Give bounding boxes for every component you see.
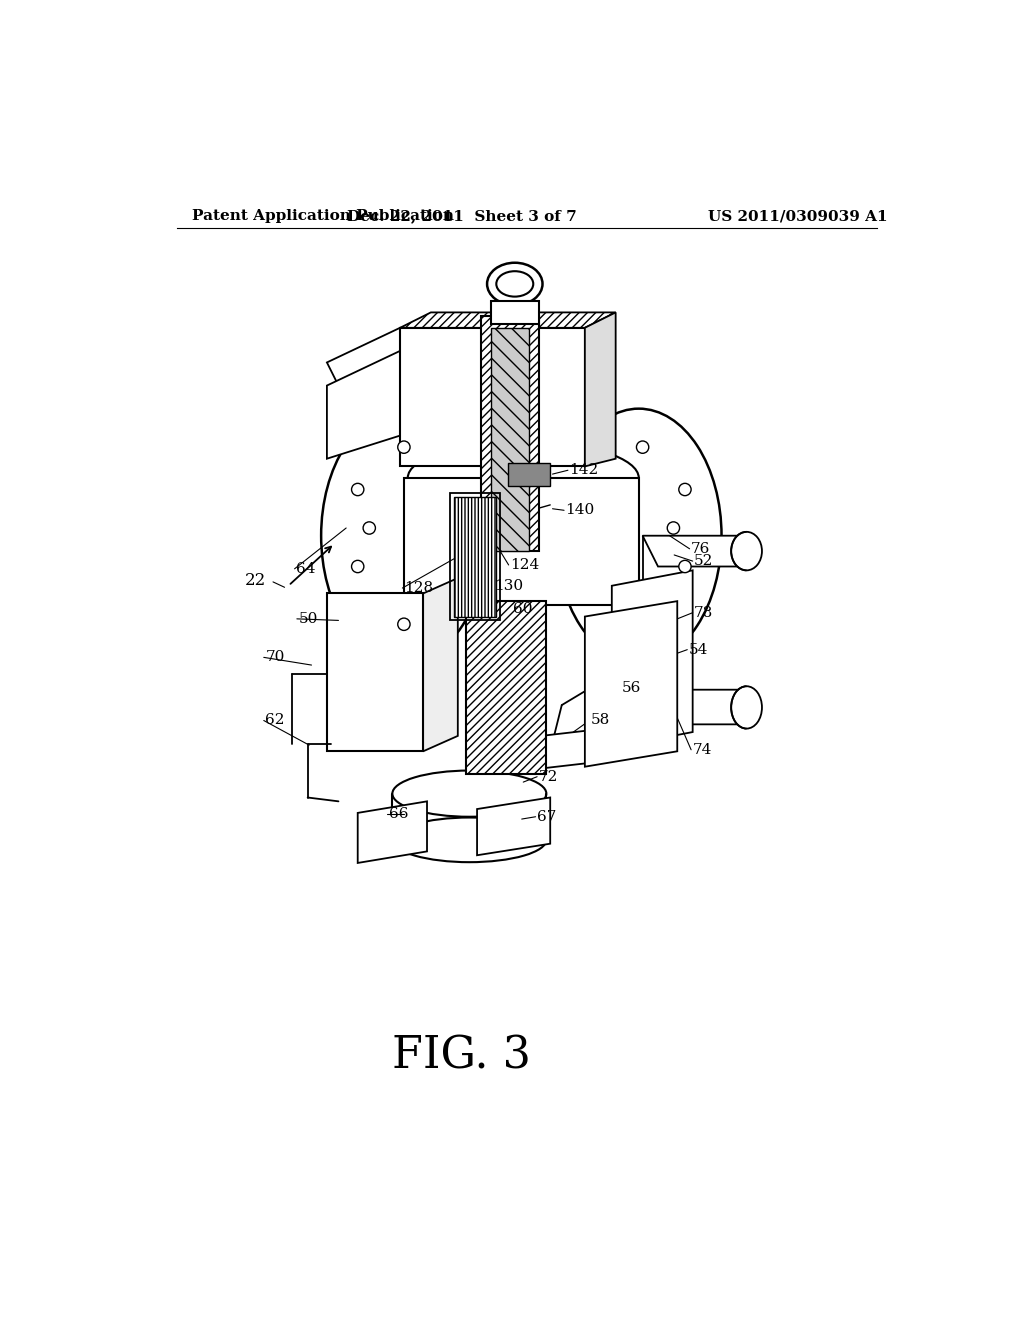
Text: 22: 22	[245, 572, 266, 589]
Polygon shape	[508, 462, 550, 486]
Polygon shape	[400, 327, 585, 466]
Ellipse shape	[497, 271, 534, 297]
Ellipse shape	[392, 817, 547, 862]
Polygon shape	[628, 689, 755, 725]
Text: 64: 64	[296, 562, 315, 576]
Ellipse shape	[731, 686, 762, 729]
Polygon shape	[481, 317, 539, 552]
Ellipse shape	[364, 521, 376, 535]
Polygon shape	[327, 351, 400, 459]
Text: 66: 66	[388, 808, 408, 821]
Polygon shape	[466, 601, 547, 775]
Ellipse shape	[556, 409, 722, 663]
Text: Dec. 22, 2011  Sheet 3 of 7: Dec. 22, 2011 Sheet 3 of 7	[347, 209, 577, 223]
Ellipse shape	[397, 618, 410, 631]
Text: 58: 58	[591, 714, 610, 727]
Polygon shape	[585, 601, 677, 767]
Text: 76: 76	[691, 541, 711, 556]
Polygon shape	[327, 594, 423, 751]
Ellipse shape	[487, 263, 543, 305]
Ellipse shape	[679, 483, 691, 495]
Text: 62: 62	[265, 714, 285, 727]
Ellipse shape	[392, 771, 547, 817]
Text: 124: 124	[510, 558, 540, 572]
Polygon shape	[477, 797, 550, 855]
Ellipse shape	[322, 409, 486, 663]
Text: 70: 70	[265, 651, 285, 664]
Polygon shape	[454, 498, 497, 616]
Polygon shape	[327, 327, 416, 385]
Ellipse shape	[679, 560, 691, 573]
Ellipse shape	[408, 441, 639, 515]
Text: 140: 140	[565, 503, 595, 517]
Polygon shape	[400, 313, 615, 327]
Polygon shape	[585, 313, 615, 466]
Text: 56: 56	[622, 681, 641, 696]
Text: 60: 60	[513, 602, 532, 616]
Text: US 2011/0309039 A1: US 2011/0309039 A1	[708, 209, 888, 223]
Polygon shape	[423, 578, 458, 751]
Text: 142: 142	[569, 463, 599, 478]
Text: 128: 128	[403, 581, 433, 595]
Polygon shape	[611, 570, 692, 747]
Text: 52: 52	[694, 554, 714, 568]
Polygon shape	[403, 478, 639, 605]
Text: 54: 54	[689, 643, 709, 656]
Ellipse shape	[731, 532, 762, 570]
Text: 74: 74	[692, 743, 712, 756]
Text: 122: 122	[481, 358, 510, 372]
Polygon shape	[357, 801, 427, 863]
Ellipse shape	[637, 618, 649, 631]
Text: 72: 72	[539, 770, 558, 784]
Polygon shape	[490, 327, 529, 552]
Ellipse shape	[351, 560, 364, 573]
Ellipse shape	[397, 441, 410, 453]
Ellipse shape	[668, 521, 680, 535]
Ellipse shape	[351, 483, 364, 495]
Text: Patent Application Publication: Patent Application Publication	[193, 209, 455, 223]
Text: 78: 78	[694, 606, 714, 619]
Ellipse shape	[637, 441, 649, 453]
Polygon shape	[490, 301, 539, 323]
Text: 50: 50	[298, 612, 317, 626]
Text: 130: 130	[494, 578, 523, 593]
Polygon shape	[508, 729, 624, 771]
Text: FIG. 3: FIG. 3	[392, 1034, 531, 1077]
Polygon shape	[643, 536, 755, 566]
Text: 67: 67	[538, 809, 556, 824]
